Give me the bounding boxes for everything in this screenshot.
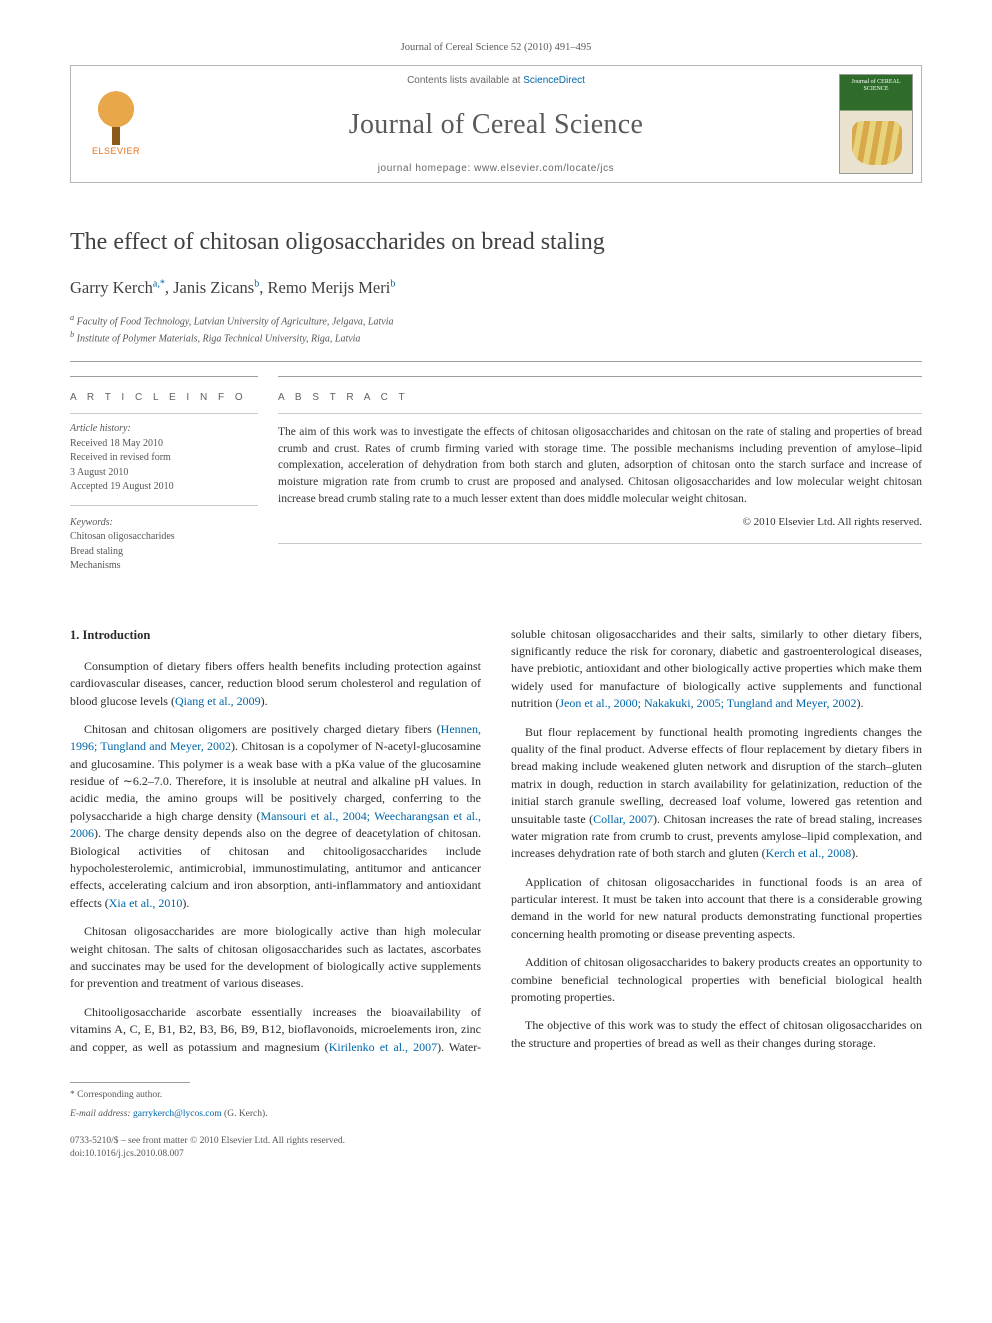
body-text: 1. Introduction Consumption of dietary f… [70, 626, 922, 1060]
info-abstract-row: A R T I C L E I N F O Article history: R… [70, 362, 922, 588]
journal-cover-text: Journal of CEREAL SCIENCE [840, 75, 912, 92]
author-1: Garry Kerch [70, 278, 153, 297]
affiliation-a: a a Faculty of Food Technology, Latvian … [70, 312, 922, 329]
paragraph-5: But flour replacement by functional heal… [511, 724, 922, 863]
abstract-text: The aim of this work was to investigate … [278, 424, 922, 507]
article-title: The effect of chitosan oligosaccharides … [70, 225, 922, 260]
paragraph-3: Chitosan oligosaccharides are more biolo… [70, 923, 481, 993]
revised-line2: 3 August 2010 [70, 466, 258, 481]
footnote-separator [70, 1082, 190, 1083]
paragraph-6: Application of chitosan oligosaccharides… [511, 874, 922, 944]
keywords-block: Keywords: Chitosan oligosaccharides Brea… [70, 516, 258, 574]
history-label: Article history: [70, 422, 258, 437]
citation-jeon-nakakuki-tungland[interactable]: Jeon et al., 2000; Nakakuki, 2005; Tungl… [559, 696, 856, 710]
contents-line: Contents lists available at ScienceDirec… [171, 74, 821, 89]
citation-xia-2010[interactable]: Xia et al., 2010 [109, 896, 183, 910]
keyword-1: Chitosan oligosaccharides [70, 530, 258, 545]
publisher-label: ELSEVIER [92, 145, 140, 158]
email-line: E-mail address: garrykerch@lycos.com (G.… [70, 1108, 922, 1121]
keyword-3: Mechanisms [70, 559, 258, 574]
homepage-line: journal homepage: www.elsevier.com/locat… [171, 162, 821, 177]
article-info-column: A R T I C L E I N F O Article history: R… [70, 362, 278, 588]
citation-kerch-2008[interactable]: Kerch et al., 2008 [766, 846, 852, 860]
homepage-prefix: journal homepage: [378, 163, 474, 174]
abstract-copyright: © 2010 Elsevier Ltd. All rights reserved… [278, 515, 922, 531]
front-matter-line: 0733-5210/$ – see front matter © 2010 El… [70, 1135, 922, 1148]
affiliation-b: b Institute of Polymer Materials, Riga T… [70, 329, 922, 346]
elsevier-tree-icon [92, 91, 140, 143]
paragraph-8: The objective of this work was to study … [511, 1017, 922, 1052]
author-email-link[interactable]: garrykerch@lycos.com [133, 1109, 222, 1119]
abstract-column: A B S T R A C T The aim of this work was… [278, 362, 922, 588]
paragraph-2: Chitosan and chitosan oligomers are posi… [70, 721, 481, 912]
author-2: Janis Zicans [173, 278, 254, 297]
email-tail: (G. Kerch). [222, 1109, 268, 1119]
page: Journal of Cereal Science 52 (2010) 491–… [0, 0, 992, 1212]
author-2-affil-marker: b [254, 279, 259, 290]
email-label: E-mail address: [70, 1109, 133, 1119]
paragraph-7: Addition of chitosan oligosaccharides to… [511, 954, 922, 1006]
section-1-heading: 1. Introduction [70, 626, 481, 644]
article-history-block: Article history: Received 18 May 2010 Re… [70, 422, 258, 506]
publisher-logo-block: ELSEVIER [71, 66, 161, 182]
author-3: Remo Merijs Meri [267, 278, 390, 297]
citation-qiang-2009[interactable]: Qiang et al., 2009 [175, 694, 261, 708]
accepted-date: Accepted 19 August 2010 [70, 480, 258, 495]
article-info-heading: A R T I C L E I N F O [70, 391, 258, 406]
keywords-label: Keywords: [70, 516, 258, 531]
author-1-affil-marker: a,* [153, 279, 165, 290]
corresponding-author-note: * Corresponding author. [70, 1089, 922, 1102]
authors-line: Garry Kercha,*, Janis Zicansb, Remo Meri… [70, 276, 922, 300]
contents-prefix: Contents lists available at [407, 75, 523, 86]
masthead: ELSEVIER Contents lists available at Sci… [70, 65, 922, 183]
keyword-2: Bread staling [70, 545, 258, 560]
masthead-center: Contents lists available at ScienceDirec… [161, 66, 831, 182]
journal-cover-icon: Journal of CEREAL SCIENCE [839, 74, 913, 174]
revised-line1: Received in revised form [70, 451, 258, 466]
citation-kirilenko-2007[interactable]: Kirilenko et al., 2007 [329, 1040, 437, 1054]
journal-reference: Journal of Cereal Science 52 (2010) 491–… [70, 40, 922, 55]
citation-collar-2007[interactable]: Collar, 2007 [593, 812, 653, 826]
journal-title: Journal of Cereal Science [171, 105, 821, 146]
author-3-affil-marker: b [390, 279, 395, 290]
journal-cover-block: Journal of CEREAL SCIENCE [831, 66, 921, 182]
homepage-url[interactable]: www.elsevier.com/locate/jcs [474, 163, 614, 174]
sciencedirect-link[interactable]: ScienceDirect [523, 75, 585, 86]
paragraph-1: Consumption of dietary fibers offers hea… [70, 658, 481, 710]
abstract-heading: A B S T R A C T [278, 391, 922, 406]
doi-line: doi:10.1016/j.jcs.2010.08.007 [70, 1148, 922, 1161]
received-date: Received 18 May 2010 [70, 437, 258, 452]
